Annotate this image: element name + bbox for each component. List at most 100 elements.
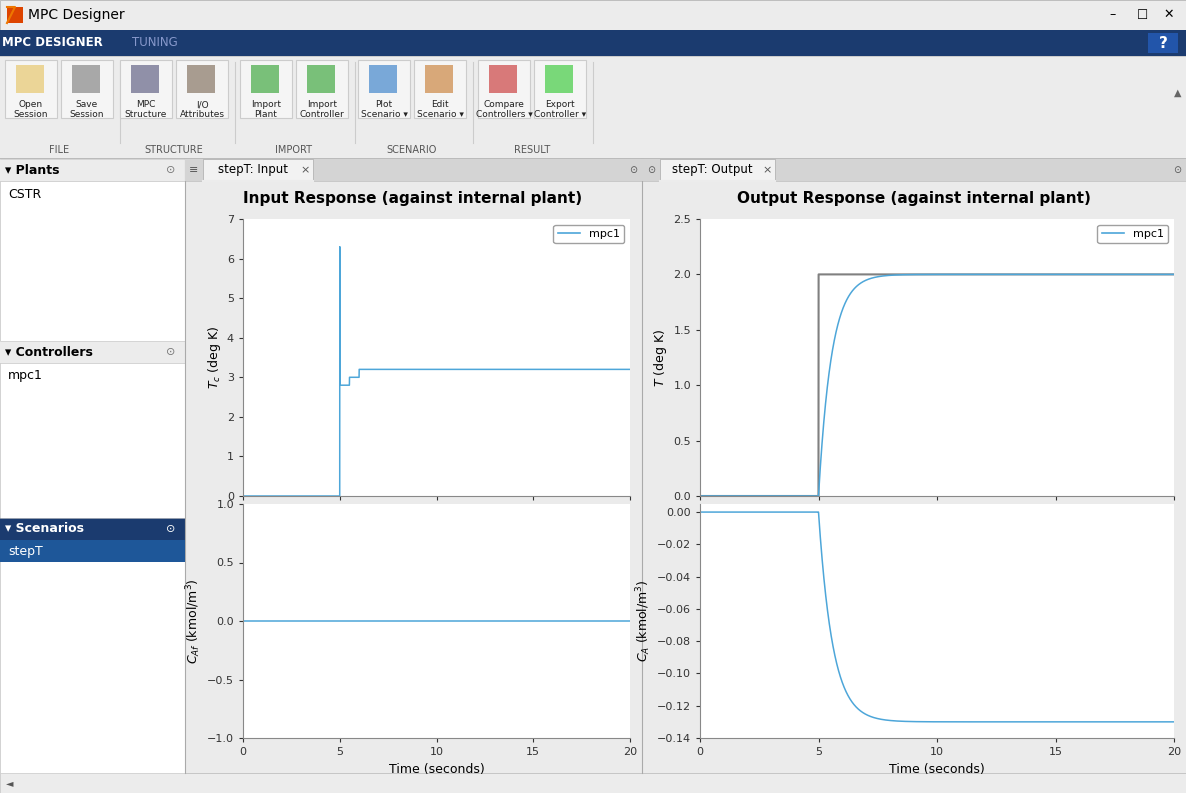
Text: stepT: Output: stepT: Output — [671, 163, 752, 177]
Text: FILE: FILE — [49, 145, 69, 155]
Text: IMPORT: IMPORT — [275, 145, 312, 155]
Text: ◄: ◄ — [6, 778, 13, 788]
Bar — [203, 159, 313, 181]
Bar — [425, 65, 453, 93]
Text: stepT: stepT — [8, 545, 43, 557]
Bar — [0, 363, 185, 518]
Text: Input Response (against internal plant): Input Response (against internal plant) — [243, 191, 582, 206]
Bar — [642, 159, 1186, 181]
Text: stepT: Input: stepT: Input — [218, 163, 288, 177]
Text: Edit: Edit — [432, 100, 448, 109]
Bar — [0, 341, 185, 363]
Bar — [1168, 159, 1186, 181]
Text: Scenario ▾: Scenario ▾ — [416, 110, 464, 119]
Text: Controller: Controller — [300, 110, 344, 119]
Bar — [296, 60, 347, 118]
Text: RESULT: RESULT — [514, 145, 550, 155]
Bar — [185, 181, 642, 773]
Y-axis label: $T_c$ (deg K): $T_c$ (deg K) — [205, 326, 223, 389]
Text: Controller ▾: Controller ▾ — [534, 110, 586, 119]
Bar — [5, 60, 57, 118]
Bar — [0, 56, 1186, 57]
Text: Scenario ▾: Scenario ▾ — [361, 110, 408, 119]
Bar — [120, 60, 172, 118]
X-axis label: Time (seconds): Time (seconds) — [890, 763, 984, 776]
Text: –: – — [1107, 9, 1121, 21]
Text: ×: × — [763, 165, 772, 175]
Bar — [130, 65, 159, 93]
Text: ▲: ▲ — [1174, 88, 1181, 98]
Text: Import: Import — [307, 100, 337, 109]
Bar — [1148, 33, 1178, 53]
Bar — [0, 30, 1186, 56]
Bar — [0, 773, 1186, 793]
Text: Output Response (against internal plant): Output Response (against internal plant) — [737, 191, 1091, 206]
Bar — [369, 65, 397, 93]
Text: Export: Export — [546, 100, 575, 109]
Bar — [0, 0, 1186, 30]
Text: MPC: MPC — [136, 100, 155, 109]
Text: Import: Import — [251, 100, 281, 109]
Text: I/O: I/O — [196, 100, 209, 109]
Bar — [185, 159, 642, 181]
Text: ▾ Controllers: ▾ Controllers — [5, 346, 93, 358]
Text: ☐: ☐ — [1133, 9, 1153, 21]
Text: Plant: Plant — [255, 110, 278, 119]
Text: MPC Designer: MPC Designer — [28, 8, 125, 22]
Bar — [240, 60, 292, 118]
Bar — [642, 181, 1186, 773]
Bar — [358, 60, 410, 118]
Text: ⊙: ⊙ — [166, 347, 176, 357]
Text: MPC DESIGNER: MPC DESIGNER — [1, 36, 102, 49]
Text: STRUCTURE: STRUCTURE — [145, 145, 203, 155]
Bar — [0, 159, 185, 181]
Text: CSTR: CSTR — [8, 187, 42, 201]
X-axis label: Time (seconds): Time (seconds) — [389, 763, 484, 776]
Text: TUNING: TUNING — [132, 36, 178, 49]
Bar — [659, 159, 774, 181]
Text: ⊙: ⊙ — [1173, 165, 1181, 175]
Bar — [7, 7, 23, 23]
Bar — [0, 181, 185, 341]
Text: mpc1: mpc1 — [8, 370, 43, 382]
Text: ⊙: ⊙ — [166, 165, 176, 175]
Y-axis label: $C_{Af}$ (kmol/m$^3$): $C_{Af}$ (kmol/m$^3$) — [184, 578, 203, 664]
Bar — [187, 65, 215, 93]
Bar — [489, 65, 517, 93]
Text: ⊙: ⊙ — [166, 524, 176, 534]
Text: Compare: Compare — [484, 100, 524, 109]
Bar — [546, 65, 573, 93]
Bar — [642, 159, 659, 181]
Bar — [0, 56, 1186, 159]
Bar — [185, 159, 203, 181]
Bar — [0, 540, 185, 562]
Text: Session: Session — [14, 110, 49, 119]
Text: Open: Open — [19, 100, 43, 109]
Bar — [478, 60, 530, 118]
Bar — [414, 60, 466, 118]
Bar — [251, 65, 279, 93]
Text: Attributes: Attributes — [179, 110, 224, 119]
Y-axis label: $T$ (deg K): $T$ (deg K) — [652, 328, 669, 386]
Bar — [0, 540, 185, 773]
Text: ▾ Plants: ▾ Plants — [5, 163, 59, 177]
Legend: mpc1: mpc1 — [1097, 224, 1168, 243]
Legend: mpc1: mpc1 — [554, 224, 625, 243]
Text: Controllers ▾: Controllers ▾ — [476, 110, 533, 119]
Text: ✕: ✕ — [1160, 9, 1179, 21]
Text: Save: Save — [76, 100, 98, 109]
Text: ⊙: ⊙ — [646, 165, 655, 175]
Text: ?: ? — [1159, 36, 1167, 51]
Bar — [60, 60, 113, 118]
Text: ≡: ≡ — [190, 165, 199, 175]
Bar — [72, 65, 100, 93]
Bar — [0, 158, 1186, 159]
Text: Structure: Structure — [125, 110, 167, 119]
Bar — [0, 518, 185, 540]
Text: ×: × — [300, 165, 310, 175]
Text: ▾ Scenarios: ▾ Scenarios — [5, 523, 84, 535]
Bar — [0, 159, 185, 793]
Text: SCENARIO: SCENARIO — [387, 145, 438, 155]
Bar — [534, 60, 586, 118]
Bar — [307, 65, 334, 93]
